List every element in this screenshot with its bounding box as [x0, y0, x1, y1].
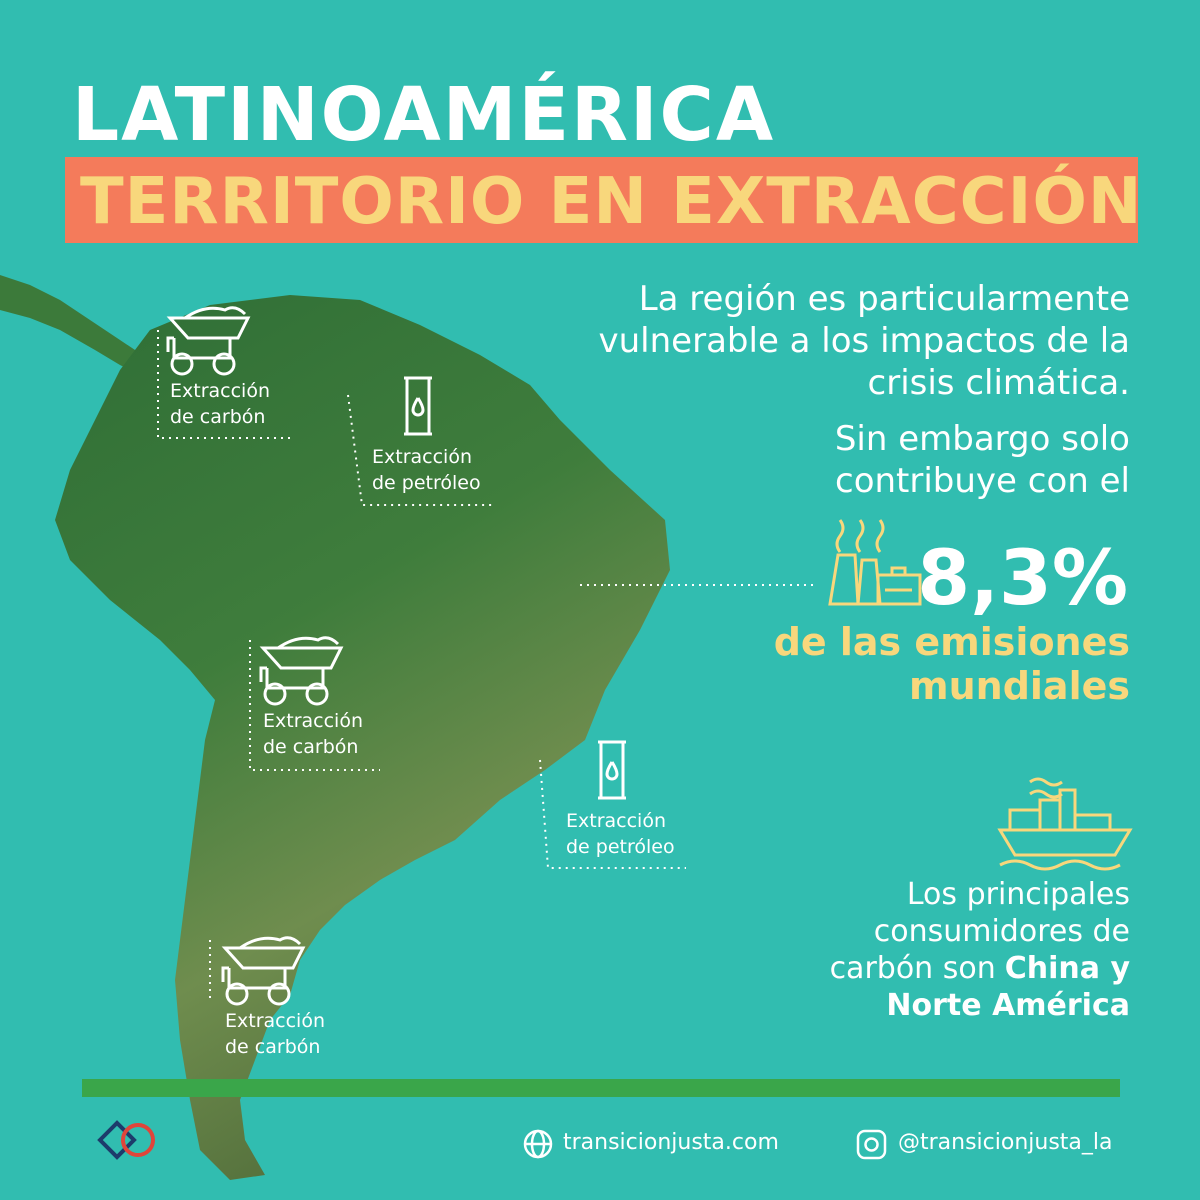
subtitle: TERRITORIO EN EXTRACCIÓN — [80, 165, 1143, 239]
emissions-figure: 8,3% — [917, 533, 1128, 622]
consumers-text: consumidores de — [873, 914, 1130, 949]
website[interactable]: transicionjusta.com — [563, 1130, 779, 1155]
map-label-line: de carbón — [170, 406, 266, 428]
truck-wheels — [170, 352, 236, 376]
map-label: Extracción de carbón — [225, 1008, 325, 1060]
map-label-line: Extracción — [225, 1010, 325, 1032]
instagram[interactable]: @transicionjusta_la — [898, 1130, 1113, 1155]
map-label: Extracción de carbón — [170, 378, 270, 430]
ship-icon — [997, 777, 1133, 871]
map-label: Extracción de petróleo — [566, 808, 675, 860]
consumers-text: carbón son — [829, 951, 996, 986]
consumers-highlight: China y — [1004, 951, 1130, 986]
contribution-text: Sin embargo solo contribuye con el — [835, 418, 1130, 502]
barrel-icon — [404, 376, 432, 436]
consumers-highlight: Norte América — [886, 988, 1130, 1023]
intro-line: vulnerable a los impactos de la — [598, 321, 1130, 361]
footer-icons — [97, 1120, 887, 1160]
title: LATINOAMÉRICA — [72, 72, 776, 158]
intro-text: La región es particularmente vulnerable a… — [599, 278, 1130, 404]
map-label-line: de petróleo — [566, 836, 675, 858]
consumers-line: carbón son China y — [830, 950, 1130, 987]
consumers-text: Los principales consumidores de carbón son… — [830, 876, 1130, 1024]
consumers-line: Los principales — [830, 876, 1130, 913]
map-label-line: Extracción — [566, 810, 666, 832]
emissions-caption: de las emisiones mundiales — [774, 620, 1130, 708]
truck-wheels — [225, 982, 291, 1006]
truck-wheels — [263, 682, 329, 706]
barrel-icon — [598, 740, 626, 800]
contribution-line: Sin embargo solo — [834, 419, 1130, 459]
caption-line: de las emisiones — [773, 620, 1130, 664]
map-label: Extracción de carbón — [263, 708, 363, 760]
subtitle-band — [65, 157, 1138, 243]
truck-icon — [259, 636, 344, 690]
map-icons — [166, 306, 626, 1006]
map-label: Extracción de petróleo — [372, 444, 481, 496]
map-label-line: Extracción — [170, 380, 270, 402]
caption-line: mundiales — [909, 664, 1130, 708]
south-america — [55, 295, 670, 1180]
truck-icon — [221, 936, 306, 990]
map-label-line: de carbón — [263, 736, 359, 758]
consumers-text: Los principales — [906, 877, 1130, 912]
intro-line: crisis climática. — [867, 363, 1130, 403]
central-america — [0, 275, 170, 380]
intro-line: La región es particularmente — [638, 279, 1130, 319]
divider-bar — [82, 1079, 1120, 1097]
truck-icon — [166, 306, 251, 360]
factory-icon — [828, 519, 922, 606]
consumers-line: consumidores de — [830, 913, 1130, 950]
leader-lines — [157, 330, 815, 1000]
map-label-line: Extracción — [372, 446, 472, 468]
contribution-line: contribuye con el — [835, 461, 1130, 501]
map-label-line: de petróleo — [372, 472, 481, 494]
map-label-line: Extracción — [263, 710, 363, 732]
map-label-line: de carbón — [225, 1036, 321, 1058]
